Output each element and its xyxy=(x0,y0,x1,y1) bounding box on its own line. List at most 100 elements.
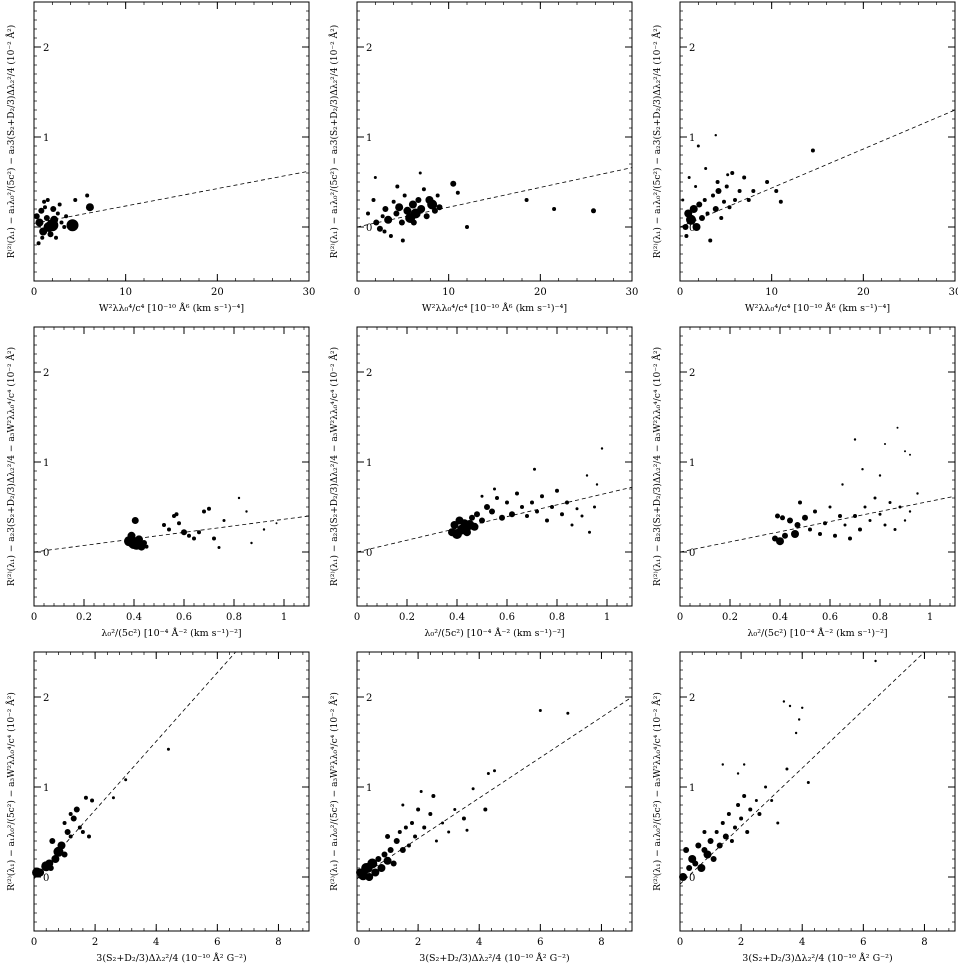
data-point xyxy=(390,860,397,867)
x-tick-label: 0.2 xyxy=(399,612,415,623)
data-point xyxy=(381,851,388,858)
data-point xyxy=(35,218,44,227)
data-point xyxy=(774,189,779,193)
data-point xyxy=(383,856,392,865)
data-point xyxy=(441,821,445,825)
data-point xyxy=(730,171,735,175)
data-point xyxy=(465,828,469,832)
data-point xyxy=(417,205,426,213)
x-tick-label: 2 xyxy=(92,937,98,948)
x-axis-label: λ₀²/(5c²) [10⁻⁴ Å⁻² (km s⁻¹)⁻²] xyxy=(747,627,887,639)
data-point xyxy=(479,517,485,524)
data-point xyxy=(754,799,758,802)
fit-line xyxy=(357,486,632,553)
y-tick-label: 2 xyxy=(366,693,372,704)
data-point xyxy=(863,505,867,509)
y-tick-label: 0 xyxy=(366,223,372,234)
data-point xyxy=(712,206,719,212)
data-point xyxy=(410,821,414,825)
data-point xyxy=(699,215,705,221)
y-axis-label: R⁽²⁾(λ₁) − a₂3(S₂+D₂/3)Δλ₂²/4 − a₃W²λλ₀⁴… xyxy=(5,347,17,586)
data-point xyxy=(422,825,427,830)
y-tick-label: 2 xyxy=(366,368,372,379)
data-point xyxy=(402,193,407,198)
x-tick-label: 30 xyxy=(303,287,316,298)
fit-line xyxy=(34,652,236,880)
data-point xyxy=(366,211,370,216)
x-tick-label: 0.8 xyxy=(226,612,242,623)
data-point xyxy=(782,532,788,539)
data-point xyxy=(192,536,196,541)
data-point xyxy=(418,171,422,175)
x-tick-label: 0 xyxy=(31,937,37,948)
data-point xyxy=(480,494,484,498)
panel-5: 0 0.2 0.4 0.6 0.8 1 0 1 2 λ₀²/(5c²) [10⁻⁴ Å⁻² (km… xyxy=(328,326,633,639)
x-tick-label: 0 xyxy=(354,287,360,298)
data-point xyxy=(703,850,712,859)
data-point xyxy=(410,219,417,226)
data-point xyxy=(434,839,438,843)
x-tick-label: 10 xyxy=(765,287,778,298)
data-point xyxy=(202,509,206,514)
data-point xyxy=(909,453,911,456)
data-point xyxy=(692,223,701,231)
data-point xyxy=(722,833,729,840)
data-point xyxy=(736,772,740,775)
data-point xyxy=(237,496,241,500)
x-tick-label: 4 xyxy=(799,937,805,948)
data-point xyxy=(415,197,422,203)
data-point xyxy=(47,231,54,238)
data-point xyxy=(788,704,792,708)
data-point xyxy=(742,175,747,180)
data-point xyxy=(696,144,700,148)
data-point xyxy=(275,522,278,525)
data-point xyxy=(399,847,406,853)
data-point xyxy=(884,443,886,445)
y-tick-label: 0 xyxy=(366,548,372,559)
x-tick-label: 0 xyxy=(677,937,683,948)
data-point xyxy=(530,500,534,505)
data-point xyxy=(736,803,741,807)
data-point xyxy=(403,206,412,215)
data-point xyxy=(217,546,221,549)
y-tick-label: 1 xyxy=(43,783,49,794)
data-point xyxy=(465,225,469,229)
data-point xyxy=(535,509,539,514)
x-tick-label: 0 xyxy=(354,612,360,623)
data-point xyxy=(776,537,784,546)
data-point xyxy=(874,659,877,663)
panel-7: 0 2 4 6 8 0 1 2 3(S₂+D₂/3)Δλ₂²/4 (10⁻¹⁰ Å² G⁻²) R… xyxy=(5,651,310,964)
plot-frame xyxy=(679,326,956,607)
panel-9: 0 2 4 6 8 0 1 2 3(S₂+D₂/3)Δλ₂²/4 (10⁻¹⁰ Å² G⁻²) R… xyxy=(651,651,956,964)
data-point xyxy=(87,834,91,839)
data-point xyxy=(505,500,509,505)
data-point xyxy=(813,509,817,514)
data-point xyxy=(423,213,430,220)
data-point xyxy=(45,198,50,202)
x-tick-label: 2 xyxy=(738,937,744,948)
data-point xyxy=(797,718,801,721)
data-point xyxy=(538,709,542,712)
data-point xyxy=(393,838,400,844)
y-tick-label: 2 xyxy=(689,368,695,379)
y-tick-label: 0 xyxy=(689,223,695,234)
data-point xyxy=(376,225,383,232)
data-point xyxy=(373,176,377,179)
panel-3: 0 10 20 30 0 1 2 W²λλ₀⁴/c⁴ [10⁻¹⁰ Å⁶ (km s⁻¹)⁻⁴… xyxy=(651,1,958,314)
data-point xyxy=(808,527,812,532)
data-point xyxy=(187,533,191,538)
data-point xyxy=(729,839,734,843)
data-point xyxy=(737,189,742,193)
data-point xyxy=(702,830,707,834)
data-point xyxy=(714,134,717,137)
y-tick-label: 0 xyxy=(43,548,49,559)
data-point xyxy=(794,731,798,735)
data-point xyxy=(903,519,907,522)
x-tick-label: 1 xyxy=(281,612,287,623)
data-point xyxy=(682,224,689,230)
data-point xyxy=(708,238,713,243)
data-point xyxy=(540,494,544,499)
data-point xyxy=(802,514,808,521)
